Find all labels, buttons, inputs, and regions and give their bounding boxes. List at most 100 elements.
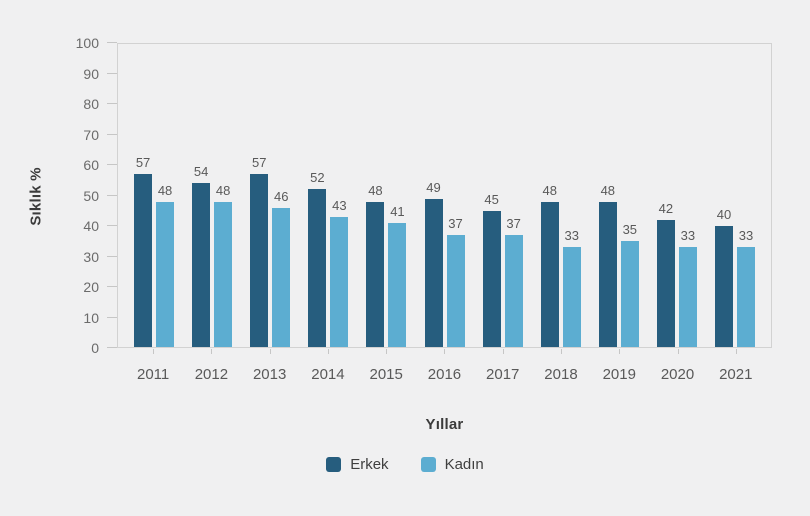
plot-area: 57 48 54 48 57 46 52 43 48 41 49 37 45 37 48 33 48 35 42 33… [117, 43, 772, 348]
x-tick-label: 2017 [486, 366, 520, 383]
y-tick-mark [107, 347, 117, 348]
bar-kadın [388, 222, 407, 347]
legend-item-erkek: Erkek [326, 456, 389, 473]
bar-column: 33 [736, 44, 755, 347]
y-tick-mark [107, 42, 117, 43]
bar-erkek [366, 201, 385, 347]
bar-value-label: 37 [448, 215, 463, 231]
bar-value-label: 48 [542, 182, 557, 198]
x-tick-label: 2016 [427, 366, 462, 383]
bar-erkek [250, 174, 269, 347]
bar-column: 33 [678, 44, 697, 347]
x-tick-slot: 2012 [182, 349, 240, 394]
bar-value-label: 45 [484, 191, 499, 207]
bar-column: 40 [714, 44, 733, 347]
bars-container: 57 48 54 48 57 46 52 43 48 41 49 37 45 37 48 33 48 35 42 33… [118, 44, 771, 347]
bar-value-label: 33 [680, 228, 696, 244]
x-tick-slot: 2017 [474, 349, 532, 394]
x-tick-slot: 2011 [124, 349, 182, 394]
x-tick-slot: 2016 [415, 349, 473, 394]
bar-pair: 52 43 [308, 44, 349, 347]
x-axis-title: Yıllar [425, 416, 464, 433]
x-tick-label: 2018 [544, 366, 578, 383]
bar-group-2021: 40 33 [706, 44, 764, 347]
x-tick-slot: 2014 [299, 349, 357, 394]
bar-erkek [482, 210, 501, 347]
y-tick-mark [107, 164, 117, 165]
bar-kadın [620, 240, 639, 347]
bar-column: 48 [214, 44, 233, 347]
bar-column: 41 [388, 44, 407, 347]
bar-column: 42 [656, 44, 675, 347]
bar-kadın [446, 234, 465, 347]
bar-value-label: 57 [252, 155, 267, 171]
bar-value-label: 48 [157, 182, 173, 198]
bar-value-label: 40 [716, 206, 732, 222]
bar-column: 57 [134, 44, 153, 347]
y-tick-label: 30 [83, 248, 99, 265]
y-axis: 0 10 20 30 40 50 60 70 80 90 100 [0, 35, 117, 356]
bar-erkek [540, 201, 559, 347]
bar-pair: 57 46 [250, 44, 291, 347]
legend-label: Kadın [444, 456, 484, 473]
bar-kadın [504, 234, 523, 347]
x-axis: 2011 2012 2013 2014 2015 2016 2017 2018 2019 2020… [117, 349, 772, 394]
y-tick-mark [107, 103, 117, 104]
bar-value-label: 57 [135, 155, 151, 171]
bar-group-2020: 42 33 [648, 44, 706, 347]
y-tick-mark [107, 225, 117, 226]
legend-label: Erkek [350, 456, 389, 473]
bar-kadın [562, 247, 581, 347]
bar-column: 48 [540, 44, 559, 347]
x-tick-mark [269, 349, 271, 354]
bar-value-label: 49 [426, 179, 441, 195]
y-tick-label: 50 [83, 187, 99, 204]
bar-column: 35 [620, 44, 639, 347]
bar-column: 49 [424, 44, 443, 347]
x-tick-mark [560, 349, 562, 354]
bar-kadın [214, 201, 233, 347]
x-tick-slot: 2019 [590, 349, 648, 394]
bar-value-label: 48 [600, 182, 616, 198]
x-tick-mark [327, 349, 329, 354]
y-tick-label: 40 [83, 218, 99, 234]
bar-group-2011: 57 48 [125, 44, 183, 347]
bar-pair: 49 37 [424, 44, 465, 347]
bar-erkek [656, 219, 675, 347]
bar-pair: 40 33 [714, 44, 755, 347]
bar-group-2016: 49 37 [415, 44, 473, 347]
x-tick-slot: 2015 [357, 349, 415, 394]
bar-erkek [714, 225, 733, 347]
y-tick-mark [107, 286, 117, 287]
x-tick-slot: 2021 [707, 349, 765, 394]
y-tick-label: 0 [91, 340, 99, 356]
bar-group-2018: 48 33 [532, 44, 590, 347]
bar-group-2017: 45 37 [474, 44, 532, 347]
y-tick-label: 90 [83, 65, 99, 82]
bar-column: 45 [482, 44, 501, 347]
bar-value-label: 33 [738, 228, 754, 244]
y-tick-label: 60 [83, 157, 99, 173]
bar-value-label: 42 [658, 200, 674, 216]
bar-pair: 48 35 [598, 44, 639, 347]
bar-group-2015: 48 41 [357, 44, 415, 347]
x-tick-label: 2015 [369, 366, 403, 383]
bar-kadın [678, 247, 697, 347]
x-tick-label: 2020 [660, 366, 695, 383]
x-tick-mark [444, 349, 446, 354]
y-tick-label: 80 [83, 96, 99, 112]
x-tick-slot: 2013 [241, 349, 299, 394]
y-tick-mark [107, 133, 117, 135]
bar-value-label: 48 [215, 182, 231, 198]
y-tick-label: 70 [83, 126, 99, 143]
x-tick-mark [502, 349, 504, 354]
bar-pair: 48 41 [366, 44, 407, 347]
bar-pair: 48 33 [540, 44, 581, 347]
legend-swatch [326, 457, 342, 472]
bar-column: 57 [250, 44, 269, 347]
bar-kadın [272, 207, 291, 347]
x-tick-mark [153, 349, 155, 354]
bar-column: 48 [156, 44, 175, 347]
bar-value-label: 46 [274, 188, 289, 204]
